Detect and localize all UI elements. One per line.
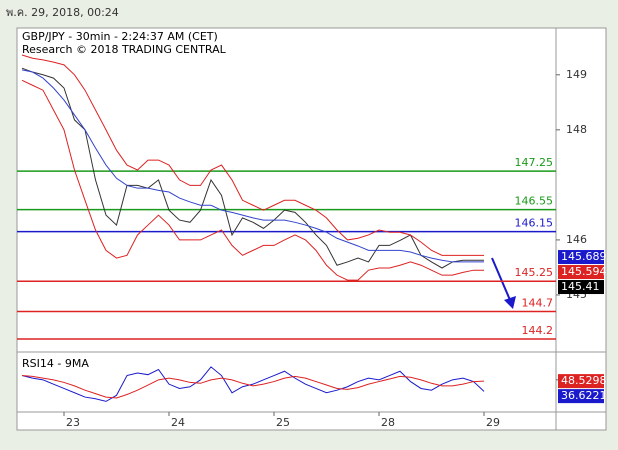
x-tick-label: 24 [171,416,185,429]
price-tag-label: 145.689 [561,250,607,263]
level-label: 147.25 [515,156,554,169]
x-tick-label: 29 [486,416,500,429]
price-tag-label: 48.5298 [561,374,607,387]
series-line [21,69,484,263]
x-tick-label: 25 [276,416,290,429]
level-label: 145.25 [515,266,554,279]
price-tag [558,374,604,389]
price-tag-label: 36.6221 [561,389,607,402]
series-line [21,79,484,281]
level-label: 146.55 [515,195,554,208]
forecast-arrow-head [504,296,516,309]
forecast-arrow [491,257,511,301]
level-label: 144.2 [522,324,554,337]
series-line [21,67,484,269]
y-tick-label: 148 [566,123,587,136]
series-line [21,366,485,402]
price-tag [558,250,604,265]
chart-title: GBP/JPY - 30min - 2:24:37 AM (CET) [22,30,218,43]
series-line [21,54,484,256]
x-tick-label: 23 [66,416,80,429]
price-tag-label: 145.594 [561,265,607,278]
rsi-title: RSI14 - 9MA [22,357,89,370]
y-tick-label: 149 [566,68,587,81]
x-tick-label: 28 [381,416,395,429]
level-label: 146.15 [515,217,554,230]
series-line [21,375,485,399]
timestamp: พ.ค. 29, 2018, 00:24 [6,6,119,19]
y-tick-label: 146 [566,233,587,246]
price-tag [558,280,604,295]
price-tag [558,389,604,404]
price-tag [558,265,604,280]
price-tag-label: 145.41 [561,280,600,293]
chart-subtitle: Research © 2018 TRADING CENTRAL [22,43,227,56]
level-label: 144.7 [522,296,554,309]
